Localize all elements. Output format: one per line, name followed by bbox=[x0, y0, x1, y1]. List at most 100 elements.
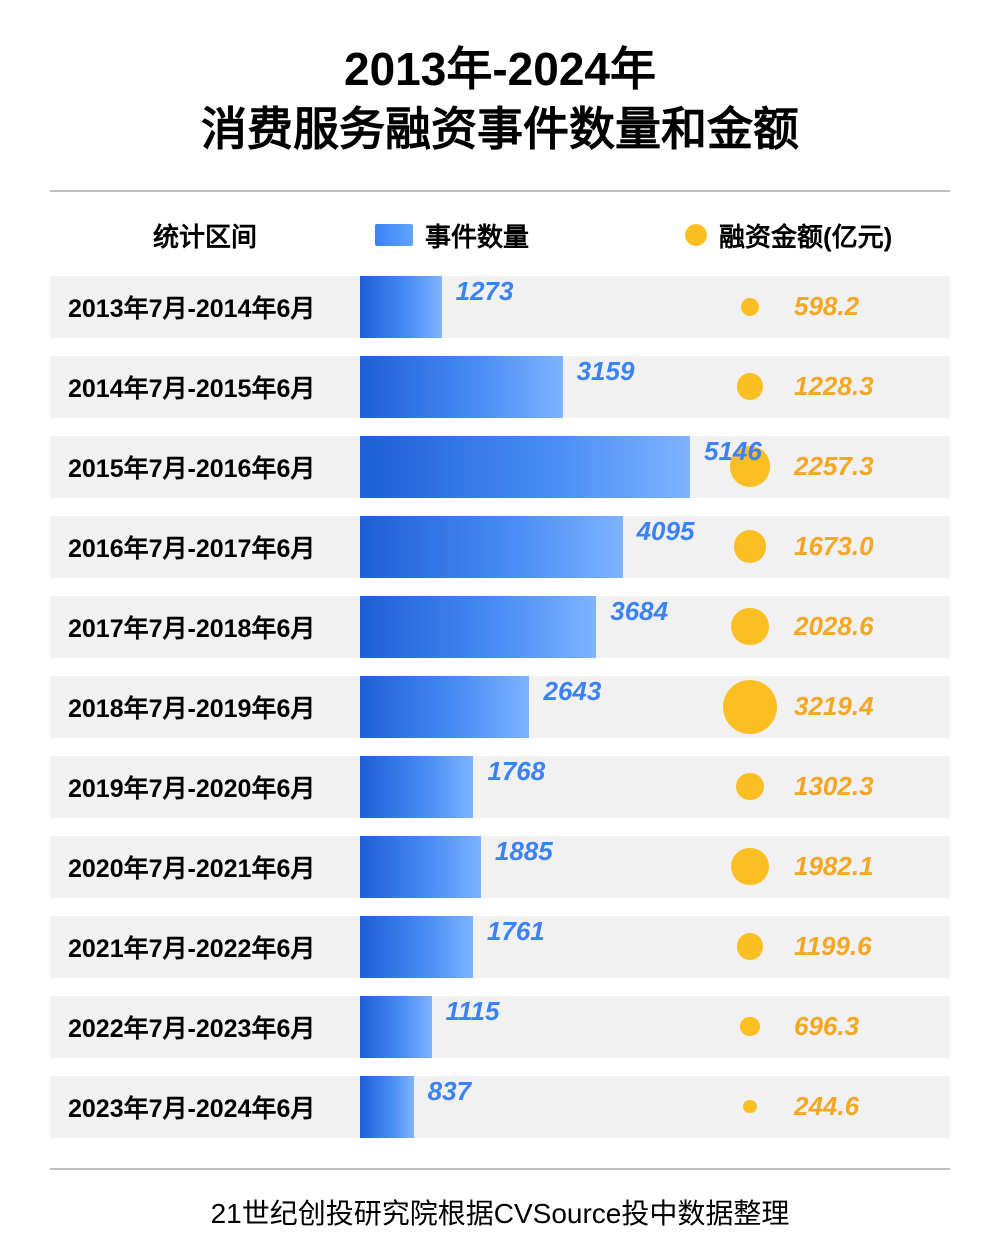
amount-value: 1673.0 bbox=[794, 531, 874, 562]
circle-wrap bbox=[720, 608, 780, 646]
bar-zone: 3159 bbox=[360, 356, 710, 418]
amount-value: 1228.3 bbox=[794, 371, 874, 402]
amount-value: 696.3 bbox=[794, 1011, 859, 1042]
data-row: 2015年7月-2016年6月51462257.3 bbox=[50, 436, 950, 498]
events-bar: 3684 bbox=[360, 596, 596, 658]
events-bar: 2643 bbox=[360, 676, 529, 738]
amount-circle bbox=[740, 1017, 760, 1037]
data-row: 2016年7月-2017年6月4095 1673.0 bbox=[50, 516, 950, 578]
events-value: 1761 bbox=[487, 916, 545, 947]
events-value: 3684 bbox=[610, 596, 668, 627]
amount-circle bbox=[731, 848, 768, 885]
data-row: 2014年7月-2015年6月31591228.3 bbox=[50, 356, 950, 418]
bar-zone: 5146 bbox=[360, 436, 710, 498]
events-bar: 1115 bbox=[360, 996, 432, 1058]
amount-zone: 1673.0 bbox=[710, 516, 950, 578]
circle-wrap bbox=[720, 933, 780, 959]
amount-value: 244.6 bbox=[794, 1091, 859, 1122]
amount-value: 3219.4 bbox=[794, 691, 874, 722]
bar-zone: 4095 bbox=[360, 516, 710, 578]
data-row: 2020年7月-2021年6月18851982.1 bbox=[50, 836, 950, 898]
amount-circle bbox=[737, 373, 764, 400]
bar-zone: 1115 bbox=[360, 996, 710, 1058]
legend-events-label: 事件数量 bbox=[425, 217, 529, 254]
events-bar: 1885 bbox=[360, 836, 481, 898]
events-bar: 4095 bbox=[360, 516, 623, 578]
events-value: 5146 bbox=[704, 436, 762, 467]
amount-value: 2028.6 bbox=[794, 611, 874, 642]
period-label: 2022年7月-2023年6月 bbox=[50, 996, 360, 1058]
period-label: 2021年7月-2022年6月 bbox=[50, 916, 360, 978]
amount-zone: 2028.6 bbox=[710, 596, 950, 658]
bottom-divider bbox=[50, 1168, 950, 1170]
events-bar: 3159 bbox=[360, 356, 563, 418]
events-value: 1885 bbox=[495, 836, 553, 867]
events-bar: 837 bbox=[360, 1076, 414, 1138]
chart-rows: 2013年7月-2014年6月1273598.22014年7月-2015年6月3… bbox=[50, 276, 950, 1138]
bar-zone: 3684 bbox=[360, 596, 710, 658]
legend: 统计区间 事件数量 融资金额(亿元) bbox=[50, 217, 950, 254]
events-value: 1115 bbox=[446, 996, 500, 1027]
chart-title: 2013年-2024年 消费服务融资事件数量和金额 bbox=[50, 40, 950, 160]
events-value: 1273 bbox=[456, 276, 514, 307]
bar-zone: 1273 bbox=[360, 276, 710, 338]
circle-wrap bbox=[720, 848, 780, 885]
amount-circle bbox=[743, 1100, 756, 1113]
amount-value: 1199.6 bbox=[794, 931, 872, 962]
circle-swatch-icon bbox=[685, 224, 707, 246]
amount-zone: 1228.3 bbox=[710, 356, 950, 418]
top-divider bbox=[50, 190, 950, 192]
amount-circle bbox=[731, 608, 769, 646]
amount-value: 598.2 bbox=[794, 291, 859, 322]
data-row: 2013年7月-2014年6月1273598.2 bbox=[50, 276, 950, 338]
bar-zone: 1885 bbox=[360, 836, 710, 898]
period-label: 2023年7月-2024年6月 bbox=[50, 1076, 360, 1138]
period-label: 2015年7月-2016年6月 bbox=[50, 436, 360, 498]
events-value: 2643 bbox=[543, 676, 601, 707]
data-row: 2023年7月-2024年6月837244.6 bbox=[50, 1076, 950, 1138]
period-label: 2020年7月-2021年6月 bbox=[50, 836, 360, 898]
circle-wrap bbox=[720, 680, 780, 734]
data-row: 2019年7月-2020年6月17681302.3 bbox=[50, 756, 950, 818]
events-bar: 1768 bbox=[360, 756, 473, 818]
legend-period-label: 统计区间 bbox=[55, 217, 355, 254]
footer-source: 21世纪创投研究院根据CVSource投中数据整理 bbox=[50, 1192, 950, 1232]
data-row: 2018年7月-2019年6月26433219.4 bbox=[50, 676, 950, 738]
circle-wrap bbox=[720, 298, 780, 316]
amount-zone: 3219.4 bbox=[710, 676, 950, 738]
legend-events: 事件数量 bbox=[355, 217, 685, 254]
amount-zone: 696.3 bbox=[710, 996, 950, 1058]
events-value: 3159 bbox=[577, 356, 635, 387]
amount-zone: 1199.6 bbox=[710, 916, 950, 978]
circle-wrap bbox=[720, 373, 780, 400]
bar-zone: 837 bbox=[360, 1076, 710, 1138]
bar-zone: 1768 bbox=[360, 756, 710, 818]
legend-amount: 融资金额(亿元) bbox=[685, 217, 945, 254]
bar-zone: 2643 bbox=[360, 676, 710, 738]
events-value: 837 bbox=[428, 1076, 471, 1107]
title-line2: 消费服务融资事件数量和金额 bbox=[50, 100, 950, 160]
circle-wrap bbox=[720, 1017, 780, 1037]
bar-swatch-icon bbox=[375, 224, 413, 246]
period-label: 2017年7月-2018年6月 bbox=[50, 596, 360, 658]
events-bar: 1273 bbox=[360, 276, 442, 338]
events-value: 1768 bbox=[487, 756, 545, 787]
period-label: 2018年7月-2019年6月 bbox=[50, 676, 360, 738]
period-label: 2014年7月-2015年6月 bbox=[50, 356, 360, 418]
circle-wrap bbox=[720, 773, 780, 801]
title-line1: 2013年-2024年 bbox=[50, 40, 950, 100]
legend-amount-label: 融资金额(亿元) bbox=[719, 217, 892, 254]
period-label: 2019年7月-2020年6月 bbox=[50, 756, 360, 818]
amount-zone: 598.2 bbox=[710, 276, 950, 338]
period-label: 2016年7月-2017年6月 bbox=[50, 516, 360, 578]
data-row: 2021年7月-2022年6月17611199.6 bbox=[50, 916, 950, 978]
data-row: 2017年7月-2018年6月36842028.6 bbox=[50, 596, 950, 658]
events-bar: 1761 bbox=[360, 916, 473, 978]
amount-zone: 1302.3 bbox=[710, 756, 950, 818]
amount-zone: 1982.1 bbox=[710, 836, 950, 898]
amount-circle bbox=[723, 680, 777, 734]
amount-value: 1982.1 bbox=[794, 851, 874, 882]
amount-value: 2257.3 bbox=[794, 451, 874, 482]
amount-circle bbox=[736, 773, 764, 801]
amount-circle bbox=[741, 298, 759, 316]
